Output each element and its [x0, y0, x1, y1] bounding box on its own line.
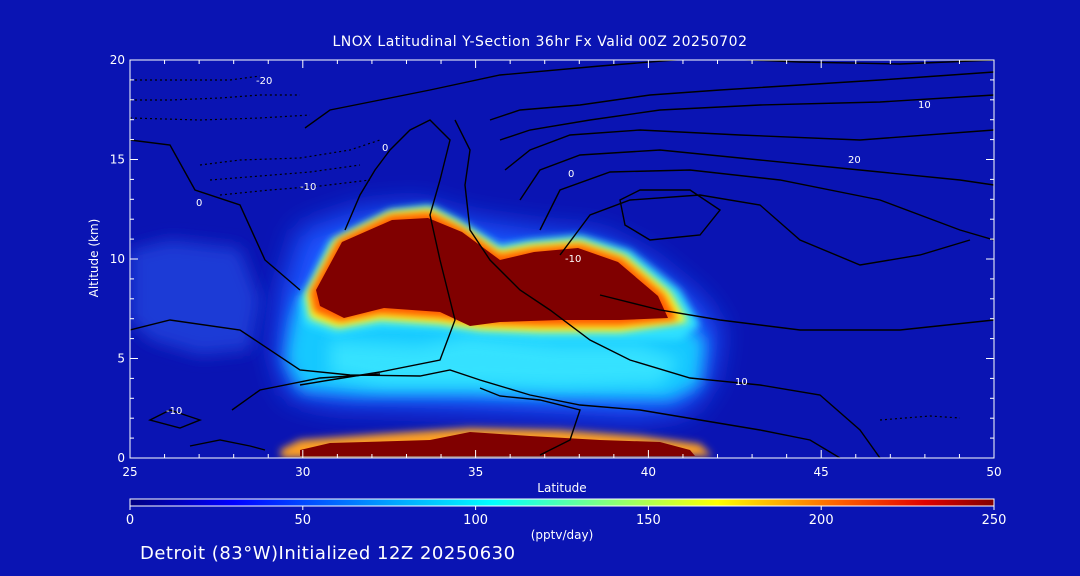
colorbar-unit: (pptv/day) — [530, 528, 594, 542]
contour-lines-dotted — [130, 75, 961, 421]
colorbar-tick-label: 150 — [636, 513, 661, 528]
y-tick-label: 5 — [117, 352, 125, 366]
colorbar-tick-label: 250 — [982, 513, 1007, 528]
x-tick-label: 25 — [122, 465, 137, 479]
footer-location: Detroit (83°W)Initialized 12Z 20250630 — [140, 543, 516, 564]
colorbar-tick-label: 200 — [809, 513, 834, 528]
contour-label: 10 — [918, 100, 931, 111]
y-axis: 0 5 10 15 20 — [110, 53, 994, 465]
contour-label: 0 — [568, 169, 574, 180]
x-tick-label: 50 — [986, 465, 1001, 479]
x-tick-label: 40 — [641, 465, 656, 479]
colorbar-tick-label: 100 — [463, 513, 488, 528]
surface-band — [300, 432, 695, 456]
contour-label: -20 — [256, 76, 272, 87]
y-tick-label: 0 — [117, 451, 125, 465]
contour-label: -10 — [565, 254, 581, 265]
mid-layer-light — [330, 335, 680, 388]
colorbar-ticks: 0 50 100 150 200 250 — [126, 506, 1007, 528]
contour-label: 0 — [196, 198, 202, 209]
western-patch — [130, 240, 260, 355]
chart-title: LNOX Latitudinal Y-Section 36hr Fx Valid… — [332, 34, 748, 50]
contour-label: 20 — [848, 155, 861, 166]
x-axis: 25 30 35 40 45 50 — [122, 60, 1002, 479]
y-tick-label: 10 — [110, 252, 125, 266]
contour-label: -10 — [166, 406, 182, 417]
x-tick-label: 30 — [295, 465, 310, 479]
x-tick-label: 35 — [468, 465, 483, 479]
x-tick-label: 45 — [814, 465, 829, 479]
colorbar-tick-label: 50 — [295, 513, 312, 528]
contour-lines — [130, 60, 994, 458]
contour-label: 10 — [735, 377, 748, 388]
y-axis-label: Altitude (km) — [87, 218, 101, 298]
colorbar — [129, 498, 995, 507]
y-tick-label: 15 — [110, 153, 125, 167]
y-tick-label: 20 — [110, 53, 125, 67]
upper-core — [316, 218, 668, 326]
colorbar-tick-label: 0 — [126, 513, 134, 528]
contour-label: 0 — [382, 143, 388, 154]
contour-label: -10 — [300, 182, 316, 193]
contour-label-group: 0 10 20 -10 -20 10 0 0 -10 -10 — [166, 76, 931, 417]
x-axis-label: Latitude — [537, 481, 587, 495]
